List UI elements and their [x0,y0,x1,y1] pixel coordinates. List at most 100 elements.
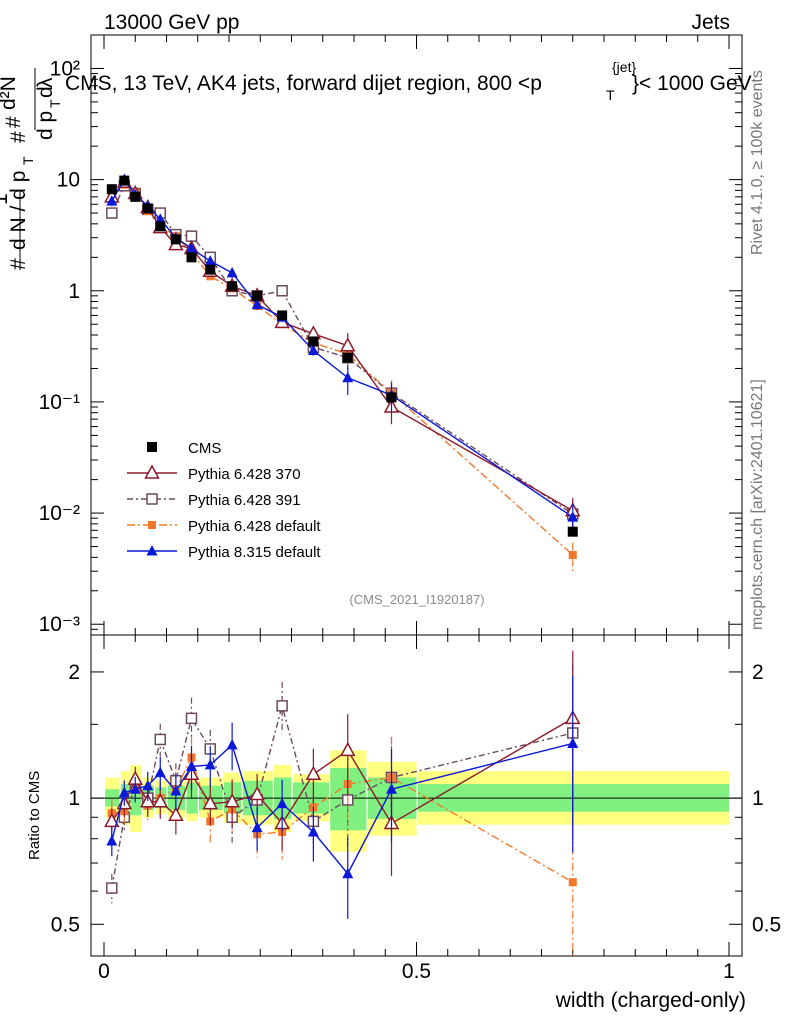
p6-370-point [104,812,120,828]
svg-text:#: # [2,116,25,128]
legend-entry: Pythia 6.428 391 [127,492,301,509]
x-tick-label: 0.5 [402,960,431,983]
p8-default-point [567,511,579,522]
cms-point [342,352,353,363]
p8-default-point [142,779,154,791]
y-tick-label: 10 [57,169,80,192]
p8-default-point [118,786,130,798]
svg-text:λ: λ [34,77,57,88]
y-tick-label: 1 [68,280,80,303]
p8-default-point [154,766,166,778]
ratio-panel: 0.5 0.5 1 1 2 2 0 0.5 1 [51,635,781,983]
svg-text:d²N: d²N [0,76,20,110]
cms-point [130,191,141,202]
cms-point [386,392,397,403]
energy-label: 13000 GeV pp [104,11,239,34]
p6-370-point [202,795,219,810]
p6-370-point [339,337,356,352]
p8-default-point [129,783,141,794]
cms-point [205,264,216,275]
x-axis-label: width (charged-only) [555,989,746,1012]
ratio-tick-label: 2 [68,661,80,684]
cms-point [308,336,319,347]
title-superscript: {jet} [612,59,636,75]
cms-point [170,234,181,245]
p6-391-point [185,712,198,725]
p6-391-point [106,882,118,894]
p8-default-point [226,738,238,750]
p8-default-point [226,266,238,278]
p8-default-point [106,195,118,206]
legend-label: Pythia 6.428 370 [188,466,301,483]
legend-entry: CMS [147,440,221,457]
series-cms [106,175,578,537]
p6-391-point [106,207,118,219]
ratio-tick-label-right: 1 [752,787,764,810]
x-tick-label: 0 [98,960,110,983]
p8-default-point [204,255,216,266]
p6-default-point [568,878,577,887]
legend-entry: Pythia 6.428 370 [127,464,301,483]
p6-default-point [148,521,156,529]
p8-default-point [276,797,288,809]
p8-default-point [170,784,182,796]
p8-default-point [146,545,158,556]
cms-point [277,310,288,321]
p8-default-point [186,760,197,771]
ratio-tick-label-right: 0.5 [752,913,781,936]
title-end: }< 1000 GeV [632,72,752,95]
legend-entry: Pythia 6.428 default [127,518,321,535]
p8-default-point [204,758,216,770]
p8-default-point [106,835,118,846]
p8-default-point [386,783,397,794]
series-pythia-6-428-370 [104,173,581,528]
svg-text:1: 1 [0,193,12,205]
analysis-watermark: (CMS_2021_I1920187) [349,592,484,607]
rivet-version-label: Rivet 4.1.0, ≥ 100k events [749,70,766,255]
y-tick-label: 10⁻¹ [39,391,80,414]
p6-391-point [276,285,288,297]
cms-point [186,252,197,263]
y-tick-label: 10⁻² [39,502,80,525]
p6-391-point [146,493,158,505]
p8-default-point [342,371,354,383]
legend-label: CMS [188,440,221,457]
title-subscript: T [606,87,615,103]
process-label: Jets [691,11,730,34]
svg-text:T: T [47,99,63,108]
p8-default-point [342,867,354,879]
legend-label: Pythia 6.428 default [188,518,321,535]
mcplots-label: mcplots.cern.ch [arXiv:2401.10621] [749,379,766,630]
p6-370-point [168,806,184,822]
svg-text:T: T [20,156,36,165]
ratio-y-axis-label: Ratio to CMS [26,771,43,860]
p8-default-point [251,821,263,833]
p6-default-point [568,550,577,559]
legend-entry: Pythia 8.315 default [127,544,321,561]
svg-text:#: # [7,258,30,270]
p8-default-point [186,242,197,254]
cms-point [142,203,153,214]
y-tick-label: 10⁻³ [39,613,80,636]
ratio-frame [90,634,743,957]
p6-370-point [144,464,160,479]
y-tick-label: 10² [50,57,80,80]
p6-370-point [339,741,356,757]
ratio-tick-label-right: 2 [752,661,764,684]
p6-370-point [249,785,265,801]
p8-default-point [154,213,166,224]
ratio-series-pythia-8-315-default [106,675,579,919]
cms-point [567,526,578,537]
x-tick-label: 1 [723,960,735,983]
cms-point [252,290,263,301]
p8-default-point [567,737,579,748]
p6-370-point [305,765,322,781]
cms-point [119,175,130,186]
cms-point [155,221,166,232]
title-main: CMS, 13 TeV, AK4 jets, forward dijet reg… [65,72,542,95]
p6-391-point [276,700,288,712]
ratio-tick-label: 1 [68,787,80,810]
svg-text:#: # [7,131,30,143]
cms-point [147,442,157,452]
